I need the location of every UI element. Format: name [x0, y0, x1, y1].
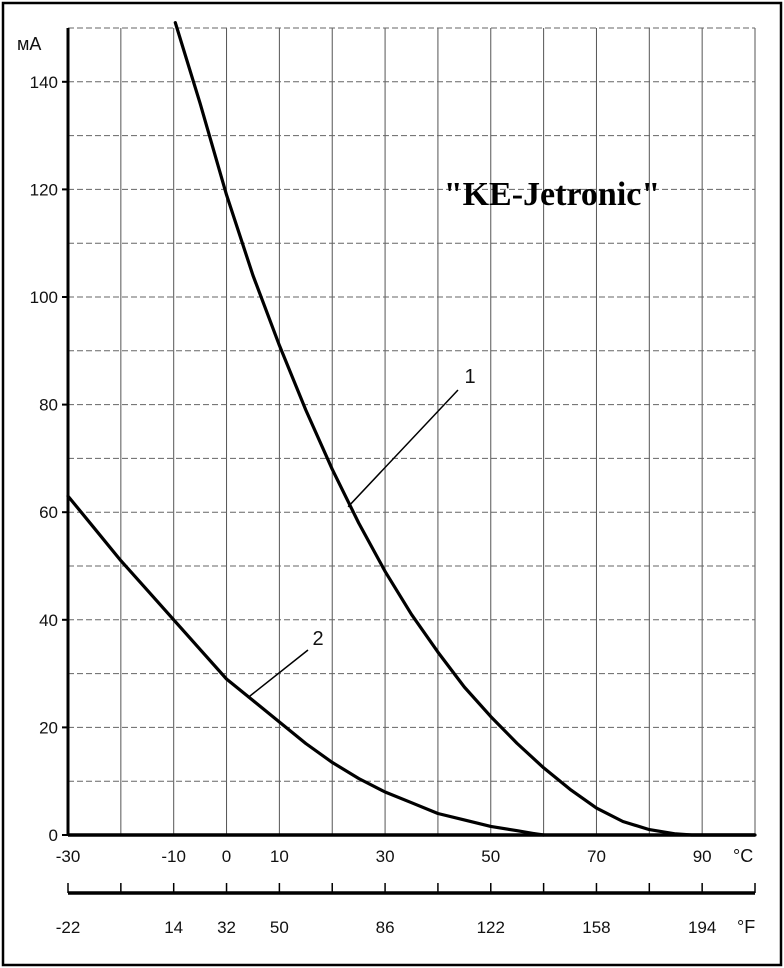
y-tick-label: 120: [30, 180, 58, 199]
x-tick-label-fahrenheit: -22: [56, 918, 81, 937]
x-tick-label-celsius: 10: [270, 847, 289, 866]
tick-labels: 0 20 40 60 80 100 120 140 -30 -10 0 10 30 50 70 90 -22 14…: [30, 73, 717, 937]
x-tick-label-celsius: 50: [481, 847, 500, 866]
x-tick-label-fahrenheit: 50: [270, 918, 289, 937]
curve-1-leader: [347, 389, 459, 508]
x-axis-unit-celsius: °C: [733, 846, 753, 866]
x-tick-label-fahrenheit: 158: [582, 918, 610, 937]
axes: [62, 28, 756, 895]
x-tick-label-fahrenheit: 86: [376, 918, 395, 937]
x-tick-label-fahrenheit: 122: [477, 918, 505, 937]
series-curve-2: [66, 494, 546, 837]
x-tick-label-fahrenheit: 32: [217, 918, 236, 937]
curve-2-leader: [247, 649, 309, 699]
x-tick-label-celsius: 90: [693, 847, 712, 866]
y-axis-unit: мА: [17, 34, 41, 54]
series: 12: [66, 21, 757, 837]
x-tick-label-celsius: 70: [587, 847, 606, 866]
series-curve-1: [173, 21, 757, 837]
y-tick-label: 140: [30, 73, 58, 92]
y-tick-label: 60: [39, 503, 58, 522]
x-tick-label-fahrenheit: 194: [688, 918, 716, 937]
curve-label-1: 1: [464, 366, 475, 388]
chart-title: "KE-Jetronic": [444, 176, 661, 213]
y-tick-label: 20: [39, 718, 58, 737]
x-tick-label-celsius: -10: [161, 847, 186, 866]
x-tick-label-fahrenheit: 14: [164, 918, 183, 937]
grid: [67, 27, 756, 835]
x-tick-label-celsius: 0: [222, 847, 231, 866]
x-tick-label-celsius: -30: [56, 847, 81, 866]
x-tick-label-celsius: 30: [376, 847, 395, 866]
y-tick-label: 80: [39, 396, 58, 415]
curve-label-2: 2: [312, 628, 323, 650]
y-tick-label: 0: [49, 826, 58, 845]
y-tick-label: 100: [30, 288, 58, 307]
x-axis-unit-fahrenheit: °F: [737, 917, 755, 937]
y-tick-label: 40: [39, 611, 58, 630]
